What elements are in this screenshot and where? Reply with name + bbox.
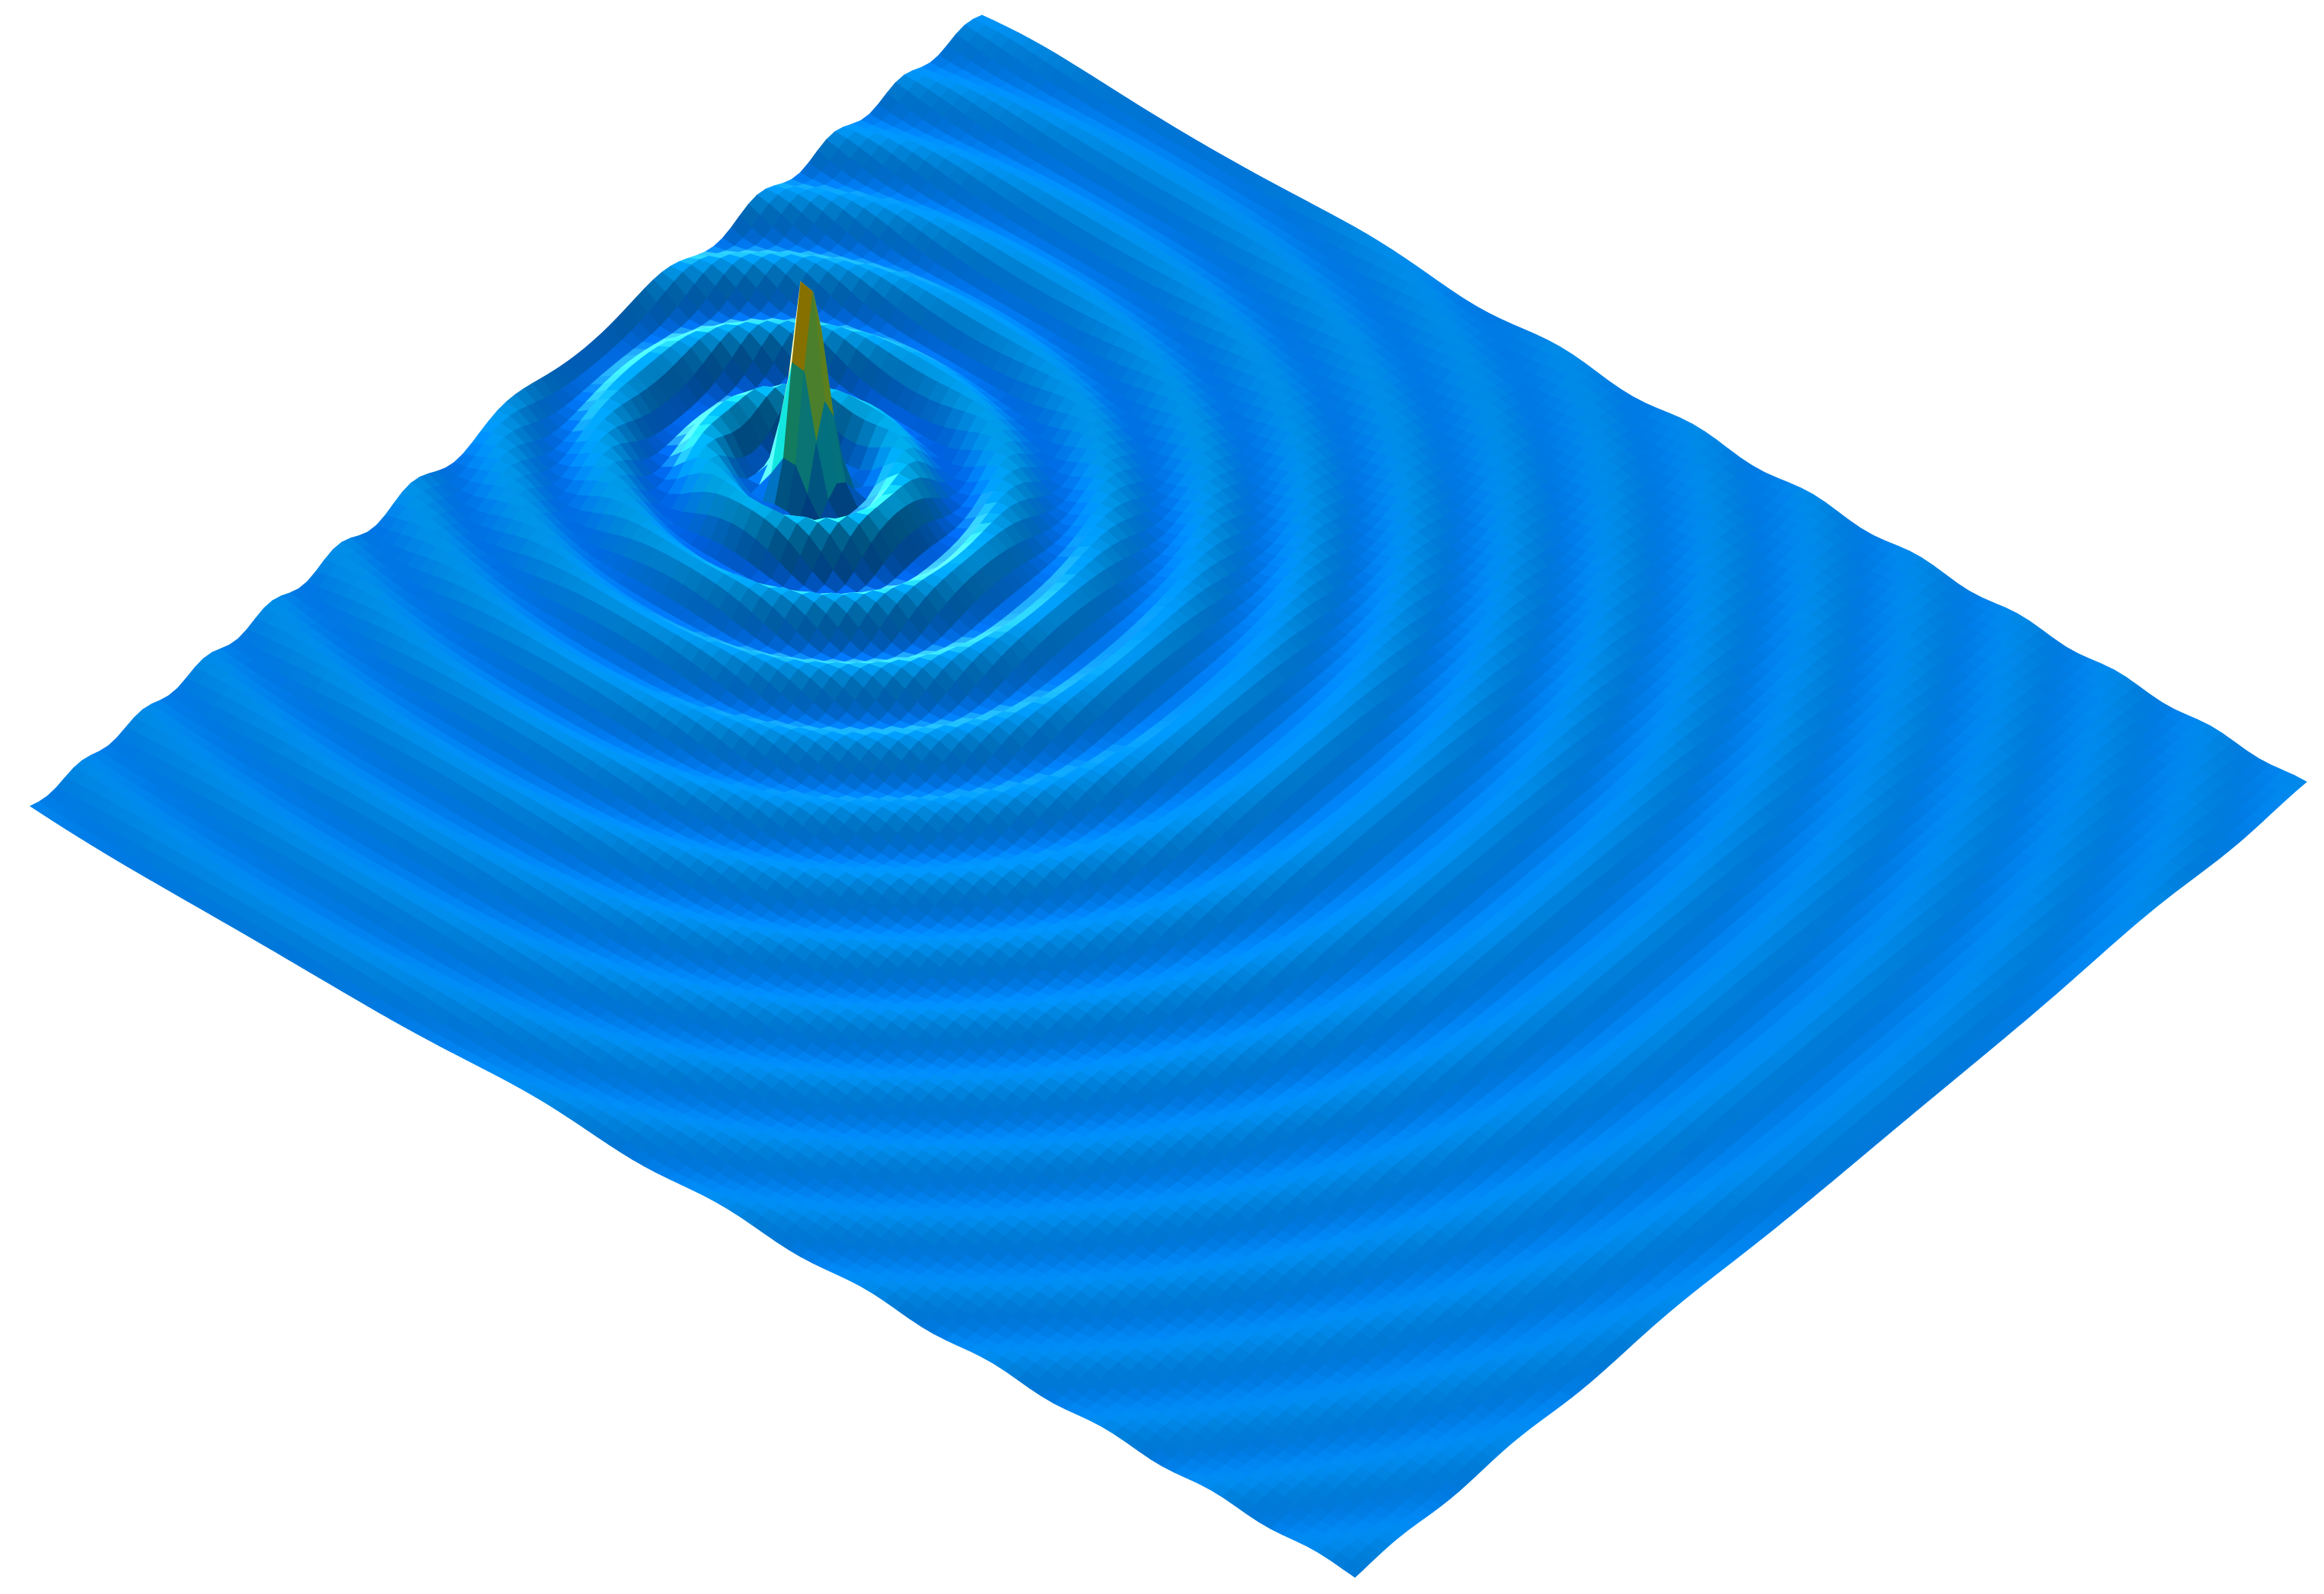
surface-mesh [30,14,2307,1578]
